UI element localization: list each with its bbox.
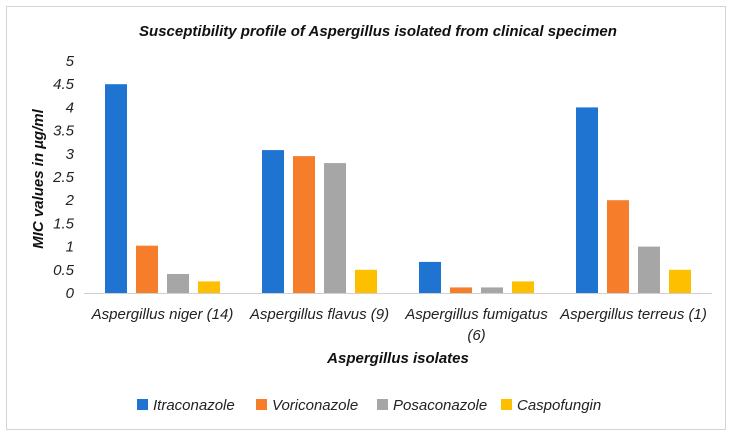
bar-itraconazole-1 <box>262 150 284 293</box>
bar-itraconazole-0 <box>105 84 127 293</box>
bar-itraconazole-2 <box>419 261 441 293</box>
legend-label-posaconazole: Posaconazole <box>393 397 487 414</box>
bar-voriconazole-1 <box>293 156 315 293</box>
x-axis-title: Aspergillus isolates <box>326 350 469 367</box>
bar-caspofungin-0 <box>198 281 220 293</box>
y-tick-label: 1 <box>66 239 74 256</box>
y-tick-label: 4 <box>66 99 74 116</box>
bar-voriconazole-2 <box>450 287 472 293</box>
bar-itraconazole-3 <box>576 107 598 294</box>
y-tick-label: 0.5 <box>53 262 75 279</box>
legend-label-caspofungin: Caspofungin <box>517 397 601 414</box>
chart-title: Susceptibility profile of Aspergillus is… <box>139 23 617 40</box>
bar-caspofungin-1 <box>355 269 377 293</box>
legend-label-itraconazole: Itraconazole <box>153 397 235 414</box>
y-tick-label: 4.5 <box>53 76 75 93</box>
x-category-label: Aspergillus flavus (9) <box>249 306 389 323</box>
y-tick-label: 5 <box>66 53 75 70</box>
legend-swatch-caspofungin <box>501 399 512 410</box>
bar-voriconazole-3 <box>607 200 629 293</box>
legend-swatch-itraconazole <box>137 399 148 410</box>
bar-posaconazole-0 <box>167 273 189 293</box>
y-tick-label: 0 <box>66 285 75 302</box>
x-category-label: Aspergillus niger (14) <box>91 306 234 323</box>
y-axis-title: MIC values in µg/ml <box>30 108 47 248</box>
bar-caspofungin-2 <box>512 281 534 293</box>
legend-label-voriconazole: Voriconazole <box>272 397 358 414</box>
bar-caspofungin-3 <box>669 269 691 293</box>
y-tick-label: 1.5 <box>53 215 75 232</box>
legend-swatch-voriconazole <box>256 399 267 410</box>
x-category-label: (6) <box>467 327 485 344</box>
bar-voriconazole-0 <box>136 245 158 293</box>
x-category-label: Aspergillus terreus (1) <box>559 306 707 323</box>
legend-swatch-posaconazole <box>377 399 388 410</box>
bar-posaconazole-1 <box>324 163 346 293</box>
bar-posaconazole-2 <box>481 287 503 293</box>
x-category-label: Aspergillus fumigatus <box>404 306 548 323</box>
y-tick-label: 2.5 <box>52 169 75 186</box>
y-tick-label: 3.5 <box>53 123 75 140</box>
y-tick-label: 3 <box>66 146 75 163</box>
y-tick-label: 2 <box>65 192 75 209</box>
bar-posaconazole-3 <box>638 246 660 293</box>
